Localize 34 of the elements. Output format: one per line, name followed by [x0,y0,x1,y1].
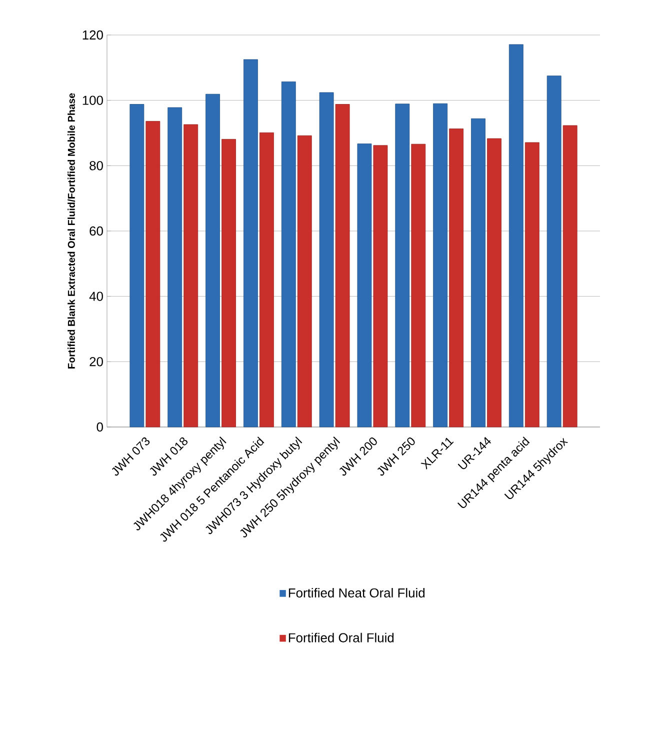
bar [562,125,578,428]
bar [335,104,350,428]
bar [471,118,486,428]
bar [244,59,258,428]
bar [130,104,144,428]
bar [524,142,540,428]
bar [357,144,372,428]
bar [546,76,562,428]
bar [168,107,182,428]
bar [259,132,274,428]
y-tick-label: 20 [90,357,103,366]
bar [395,104,410,428]
y-tick-label: 40 [89,292,103,301]
y-tick-label: 0 [96,422,103,432]
legend-label: Fortified Oral Fluid [288,632,394,642]
y-tick-label: 120 [82,30,103,40]
y-tick-label: 100 [82,96,103,105]
y-tick-label: 60 [90,226,103,236]
bar [449,128,464,428]
bar [508,44,524,428]
bar [411,144,426,428]
legend-label: Fortified Neat Oral Fluid [288,588,425,598]
bar [146,121,160,428]
bar [297,135,312,428]
bar [222,139,236,428]
bar [319,92,334,428]
bar [206,94,220,428]
bar [373,145,388,428]
y-axis-title: Fortified Blank Extracted Oral Fluid/Fortified Mobile Phase [68,93,76,368]
bar [487,138,502,428]
y-tick-label: 80 [90,161,103,170]
bar [433,103,448,428]
bar [184,124,198,428]
bar [281,82,296,428]
